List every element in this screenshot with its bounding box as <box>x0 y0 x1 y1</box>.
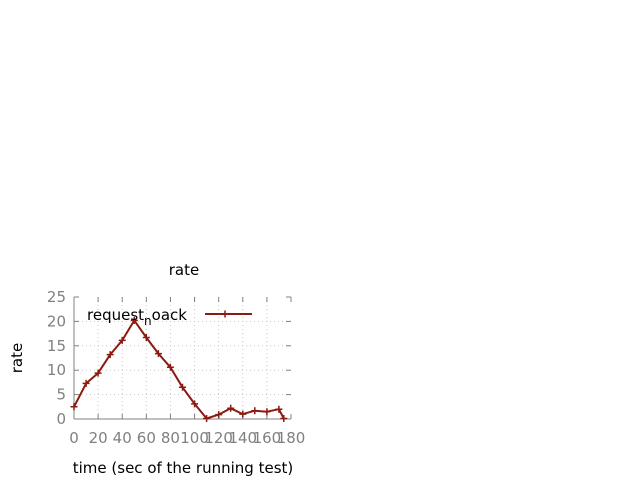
y-tick-label: 0 <box>56 410 66 428</box>
data-point <box>263 408 271 416</box>
data-point <box>191 400 199 408</box>
data-point <box>118 336 126 344</box>
x-tick-label: 100 <box>180 429 209 447</box>
x-tick-label: 20 <box>89 429 108 447</box>
chart-title: rate <box>169 261 199 279</box>
data-point <box>130 316 138 324</box>
y-tick-label: 10 <box>47 361 66 379</box>
y-tick-label: 20 <box>47 312 66 330</box>
x-tick-label: 120 <box>204 429 233 447</box>
data-point <box>70 403 78 411</box>
x-tick-label: 160 <box>253 429 282 447</box>
data-point <box>82 379 90 387</box>
axes <box>73 296 292 420</box>
data-point <box>154 350 162 358</box>
data-point <box>227 404 235 412</box>
data-point <box>142 334 150 341</box>
legend: requestnoack <box>87 306 252 328</box>
data-point <box>275 405 283 413</box>
x-tick-label: 40 <box>113 429 132 447</box>
y-tick-label: 5 <box>56 386 66 404</box>
legend-label: requestnoack <box>87 306 187 328</box>
y-tick-label: 25 <box>47 288 66 306</box>
x-tick-label: 180 <box>277 429 306 447</box>
data-point <box>203 415 211 422</box>
legend-marker <box>221 310 229 318</box>
data-point <box>94 369 102 377</box>
legend-label-part-1: request <box>87 306 144 324</box>
data-point <box>239 410 247 418</box>
data-point <box>179 383 186 391</box>
series <box>70 316 288 422</box>
legend-label-subscript: n <box>144 314 152 328</box>
x-axis-label: time (sec of the running test) <box>73 459 294 477</box>
y-axis-label: rate <box>8 343 26 373</box>
data-point <box>251 407 259 415</box>
data-point <box>280 415 288 422</box>
x-tick-label: 80 <box>161 429 180 447</box>
x-tick-label: 60 <box>137 429 156 447</box>
x-tick-label: 140 <box>228 429 257 447</box>
x-tick-label: 0 <box>69 429 79 447</box>
grid <box>74 297 291 419</box>
data-point <box>166 363 174 371</box>
data-point <box>215 411 223 419</box>
data-point <box>106 351 114 359</box>
y-tick-label: 15 <box>47 337 66 355</box>
series-line <box>73 319 285 420</box>
legend-label-part-2: oack <box>152 306 188 324</box>
